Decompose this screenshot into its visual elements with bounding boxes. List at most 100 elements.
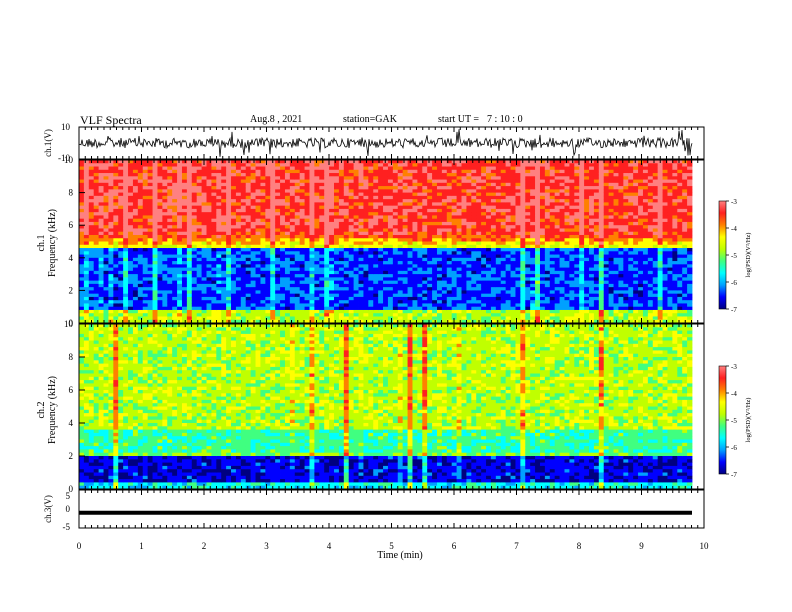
spectrogram-cell (181, 218, 188, 223)
spectrogram-cell (407, 212, 413, 216)
spectrogram-cell (427, 254, 433, 259)
spectrogram-cell (451, 199, 457, 203)
spectrogram-cell (466, 208, 472, 213)
spectrogram-cell (432, 228, 438, 233)
spectrogram-cell (265, 212, 271, 216)
spectrogram-cell (358, 280, 364, 285)
spectrogram-cell (177, 231, 183, 236)
spectrogram-cell (235, 293, 242, 298)
spectrogram-cell (108, 163, 114, 167)
spectrogram-cell (255, 189, 261, 193)
spectrogram-cell (476, 244, 482, 249)
spectrogram-cell (456, 313, 462, 317)
spectrogram-cell (392, 176, 399, 180)
spectrogram-cell (378, 277, 384, 282)
spectrogram-cell (132, 169, 139, 174)
spectrogram-cell (383, 189, 389, 193)
spectrogram-cell (353, 205, 359, 210)
spectrogram-cell (397, 221, 404, 226)
spectrogram-cell (348, 313, 355, 317)
spectrogram-cell (83, 293, 90, 298)
spectrogram-cell (211, 189, 217, 193)
spectrogram-cell (265, 244, 271, 249)
spectrogram-cell (201, 306, 207, 311)
spectrogram-cell (177, 267, 183, 272)
spectrogram-cell (167, 205, 173, 210)
spectrogram-cell (510, 202, 516, 207)
spectrogram-cell (181, 182, 188, 187)
spectrogram-cell (255, 257, 261, 262)
spectrogram-cell (299, 218, 305, 223)
spectrogram-cell (446, 261, 453, 265)
spectrogram-cell (304, 163, 310, 167)
spectrogram-cell (226, 261, 232, 265)
spectrogram-cell (338, 238, 345, 242)
spectrogram-cell (103, 306, 109, 311)
spectrogram-cell (221, 309, 227, 314)
spectrogram-cell (436, 208, 443, 213)
spectrogram-cell (93, 228, 100, 233)
spectrogram-cell (343, 208, 350, 213)
spectrogram-cell (270, 179, 276, 184)
spectrogram-cell (530, 267, 536, 272)
spectrogram-cell (490, 163, 497, 167)
spectrogram-cell (368, 163, 374, 167)
spectrogram-cell (559, 264, 565, 268)
spectrogram-cell (525, 225, 531, 229)
spectrogram-cell (363, 280, 369, 285)
spectrogram-cell (196, 254, 202, 259)
spectrogram-cell (260, 267, 266, 272)
spectrogram-cell (422, 186, 428, 190)
spectrogram-cell (304, 192, 310, 197)
spectrogram-cell (181, 186, 188, 190)
spectrogram-cell (157, 202, 163, 207)
spectrogram-cell (515, 293, 521, 298)
spectrogram-cell (417, 228, 423, 233)
spectrogram-cell (132, 195, 139, 200)
spectrogram-cell (314, 234, 320, 239)
spectrogram-cell (525, 290, 531, 295)
spectrogram-cell (137, 234, 144, 239)
spectrogram-cell (167, 264, 173, 268)
spectrogram-cell (358, 293, 364, 298)
spectrogram-cell (275, 192, 281, 197)
spectrogram-cell (353, 225, 359, 229)
spectrogram-cell (378, 205, 384, 210)
spectrogram-cell (284, 208, 291, 213)
spectrogram-cell (162, 303, 168, 308)
spectrogram-cell (88, 241, 95, 246)
spectrogram-cell (289, 199, 296, 203)
spectrogram-cell (486, 274, 492, 278)
spectrogram-cell (191, 283, 198, 288)
spectrogram-cell (162, 166, 168, 171)
spectrogram-cell (201, 251, 207, 255)
spectrogram-cell (128, 270, 134, 275)
spectrogram-cell (118, 257, 124, 262)
spectrogram-cell (343, 218, 350, 223)
spectrogram-cell (530, 179, 536, 184)
spectrogram-cell (343, 225, 350, 229)
spectrogram-cell (500, 251, 507, 255)
spectrogram-cell (387, 267, 394, 272)
spectrogram-cell (226, 300, 232, 304)
spectrogram-cell (221, 199, 227, 203)
spectrogram-cell (299, 234, 305, 239)
spectrogram-cell (427, 238, 433, 242)
spectrogram-cell (196, 261, 202, 265)
spectrogram-cell (103, 264, 109, 268)
spectrogram-cell (319, 234, 325, 239)
spectrogram-cell (481, 160, 487, 164)
spectrogram-cell (471, 244, 477, 249)
spectrogram-cell (476, 293, 482, 298)
spectrogram-cell (275, 293, 281, 298)
spectrogram-cell (495, 225, 502, 229)
spectrogram-cell (137, 163, 144, 167)
spectrogram-cell (422, 221, 428, 226)
spectrogram-cell (216, 290, 222, 295)
spectrogram-cell (387, 300, 394, 304)
spectrogram-cell (544, 267, 551, 272)
spectrogram-cell (181, 234, 188, 239)
spectrogram-cell (280, 186, 286, 190)
spectrogram-cell (299, 283, 305, 288)
spectrogram-cell (162, 309, 168, 314)
